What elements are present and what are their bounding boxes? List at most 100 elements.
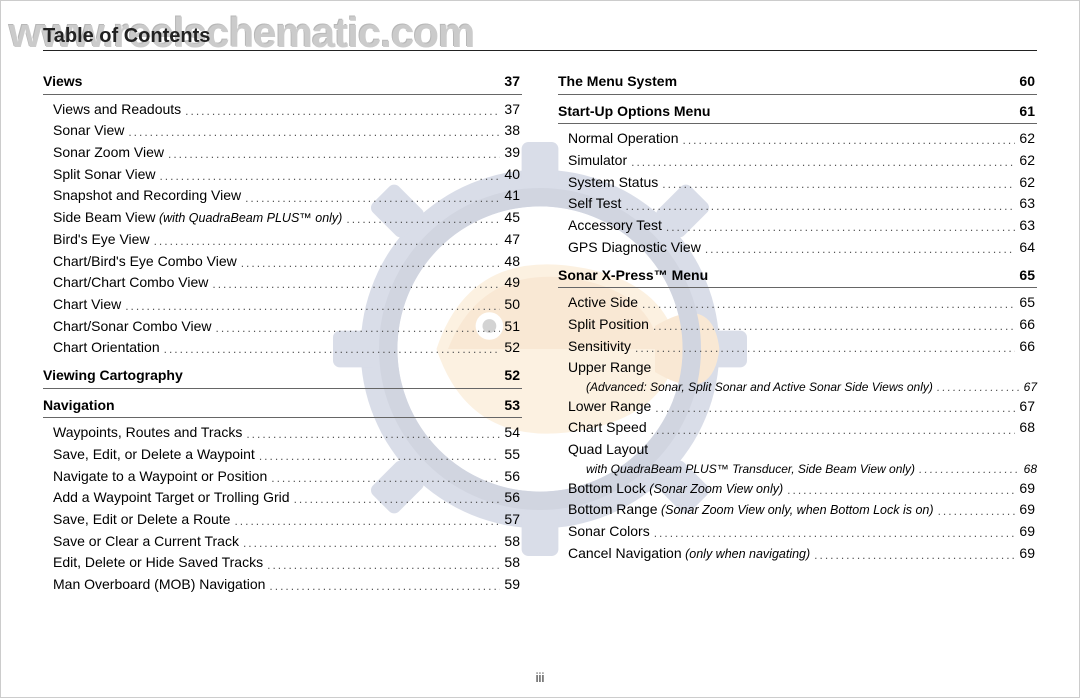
toc-entry-note: (Sonar Zoom View only, when Bottom Lock … bbox=[658, 503, 934, 517]
toc-leader bbox=[125, 302, 500, 316]
toc-entry-page: 54 bbox=[504, 422, 520, 444]
toc-leader bbox=[937, 384, 1020, 396]
toc-entry[interactable]: Snapshot and Recording View 41 bbox=[43, 185, 522, 207]
toc-section-page: 60 bbox=[1019, 71, 1035, 93]
toc-entry[interactable]: Sonar Zoom View39 bbox=[43, 142, 522, 164]
toc-leader bbox=[705, 245, 1016, 259]
toc-leader bbox=[635, 343, 1015, 357]
toc-entry[interactable]: Sonar View38 bbox=[43, 120, 522, 142]
toc-entry-label: Snapshot and Recording View bbox=[53, 185, 241, 207]
toc-entry-page: 66 bbox=[1019, 314, 1035, 336]
toc-entry[interactable]: Man Overboard (MOB) Navigation59 bbox=[43, 574, 522, 596]
toc-section-label: The Menu System bbox=[558, 71, 677, 93]
page-content: Table of Contents Views37Views and Reado… bbox=[1, 1, 1079, 596]
toc-leader bbox=[681, 79, 1015, 93]
toc-entry[interactable]: Normal Operation62 bbox=[558, 128, 1037, 150]
toc-entry-page: 69 bbox=[1019, 521, 1035, 543]
toc-entry-label: Chart Speed bbox=[568, 417, 647, 439]
toc-entry-label: Save, Edit or Delete a Route bbox=[53, 509, 230, 531]
toc-entry-label: Chart Orientation bbox=[53, 337, 160, 359]
toc-entry-subnote: with QuadraBeam PLUS™ Transducer, Side B… bbox=[558, 461, 1037, 478]
toc-entry[interactable]: Chart Orientation52 bbox=[43, 337, 522, 359]
toc-entry[interactable]: Save or Clear a Current Track58 bbox=[43, 531, 522, 553]
toc-entry-page: 62 bbox=[1019, 150, 1035, 172]
toc-section[interactable]: Sonar X-Press™ Menu65 bbox=[558, 265, 1037, 289]
toc-entry-label: Split Position bbox=[568, 314, 649, 336]
toc-entry[interactable]: Views and Readouts37 bbox=[43, 99, 522, 121]
toc-leader bbox=[215, 323, 500, 337]
toc-entry[interactable]: Waypoints, Routes and Tracks 54 bbox=[43, 422, 522, 444]
toc-section[interactable]: Views37 bbox=[43, 71, 522, 95]
toc-section-page: 61 bbox=[1019, 101, 1035, 123]
toc-entry-page: 66 bbox=[1019, 336, 1035, 358]
toc-entry-label: Chart/Bird's Eye Combo View bbox=[53, 251, 237, 273]
toc-entry-label: Save, Edit, or Delete a Waypoint bbox=[53, 444, 255, 466]
toc-leader bbox=[245, 193, 500, 207]
toc-entry-page: 41 bbox=[504, 185, 520, 207]
toc-entry-label: Accessory Test bbox=[568, 215, 662, 237]
toc-entry[interactable]: Split Position 66 bbox=[558, 314, 1037, 336]
toc-entry-page: 63 bbox=[1019, 193, 1035, 215]
toc-entry[interactable]: GPS Diagnostic View64 bbox=[558, 237, 1037, 259]
toc-entry[interactable]: Edit, Delete or Hide Saved Tracks58 bbox=[43, 552, 522, 574]
toc-entry-page: 62 bbox=[1019, 172, 1035, 194]
toc-entry-page: 63 bbox=[1019, 215, 1035, 237]
toc-entry[interactable]: System Status62 bbox=[558, 172, 1037, 194]
toc-entry-page: 55 bbox=[504, 444, 520, 466]
toc-section[interactable]: Viewing Cartography52 bbox=[43, 365, 522, 389]
toc-entry[interactable]: Save, Edit, or Delete a Waypoint 55 bbox=[43, 444, 522, 466]
toc-entry-label: Man Overboard (MOB) Navigation bbox=[53, 574, 265, 596]
toc-entry[interactable]: Lower Range67 bbox=[558, 396, 1037, 418]
toc-entry-page: 68 bbox=[1024, 461, 1037, 478]
toc-leader bbox=[241, 258, 501, 272]
toc-section[interactable]: Start-Up Options Menu61 bbox=[558, 101, 1037, 125]
toc-entry[interactable]: Bottom Range (Sonar Zoom View only, when… bbox=[558, 499, 1037, 521]
toc-entry-page: 69 bbox=[1019, 478, 1035, 500]
toc-entry-label: Side Beam View (with QuadraBeam PLUS™ on… bbox=[53, 207, 342, 229]
toc-entry[interactable]: Sensitivity66 bbox=[558, 336, 1037, 358]
toc-entry[interactable]: Simulator62 bbox=[558, 150, 1037, 172]
toc-leader bbox=[625, 201, 1015, 215]
toc-entry[interactable]: Chart/Chart Combo View49 bbox=[43, 272, 522, 294]
toc-leader bbox=[168, 150, 500, 164]
toc-entry[interactable]: Self Test63 bbox=[558, 193, 1037, 215]
toc-entry[interactable]: Chart Speed68 bbox=[558, 417, 1037, 439]
toc-entry-page: 56 bbox=[504, 466, 520, 488]
toc-entry[interactable]: Side Beam View (with QuadraBeam PLUS™ on… bbox=[43, 207, 522, 229]
toc-entry-label: Chart/Chart Combo View bbox=[53, 272, 208, 294]
toc-entry[interactable]: Quad Layout bbox=[558, 439, 1037, 461]
toc-entry[interactable]: Active Side65 bbox=[558, 292, 1037, 314]
toc-entry[interactable]: Bird's Eye View47 bbox=[43, 229, 522, 251]
toc-entry-label: Waypoints, Routes and Tracks bbox=[53, 422, 242, 444]
toc-leader bbox=[653, 322, 1015, 336]
toc-entry[interactable]: Save, Edit or Delete a Route57 bbox=[43, 509, 522, 531]
toc-leader bbox=[662, 179, 1015, 193]
toc-leader bbox=[187, 373, 501, 387]
toc-leader bbox=[938, 507, 1016, 521]
toc-leader bbox=[159, 171, 500, 185]
toc-leader bbox=[119, 402, 501, 416]
toc-entry-page: 62 bbox=[1019, 128, 1035, 150]
toc-section[interactable]: Navigation53 bbox=[43, 395, 522, 419]
toc-entry[interactable]: Chart View50 bbox=[43, 294, 522, 316]
toc-entry-label: Cancel Navigation (only when navigating) bbox=[568, 543, 810, 565]
toc-entry[interactable]: Sonar Colors69 bbox=[558, 521, 1037, 543]
toc-entry[interactable]: Accessory Test 63 bbox=[558, 215, 1037, 237]
toc-entry-label: Bird's Eye View bbox=[53, 229, 150, 251]
toc-entry[interactable]: Navigate to a Waypoint or Position56 bbox=[43, 466, 522, 488]
toc-entry[interactable]: Cancel Navigation (only when navigating)… bbox=[558, 543, 1037, 565]
toc-entry[interactable]: Split Sonar View40 bbox=[43, 164, 522, 186]
toc-entry-page: 48 bbox=[504, 251, 520, 273]
page-number: iii bbox=[536, 670, 545, 685]
toc-entry[interactable]: Bottom Lock (Sonar Zoom View only)69 bbox=[558, 478, 1037, 500]
toc-entry[interactable]: Add a Waypoint Target or Trolling Grid56 bbox=[43, 487, 522, 509]
toc-entry[interactable]: Chart/Bird's Eye Combo View 48 bbox=[43, 251, 522, 273]
toc-leader bbox=[655, 403, 1015, 417]
toc-leader bbox=[271, 473, 500, 487]
toc-entry-page: 45 bbox=[504, 207, 520, 229]
toc-entry[interactable]: Chart/Sonar Combo View51 bbox=[43, 316, 522, 338]
toc-entry-label: Quad Layout bbox=[568, 439, 648, 461]
toc-section[interactable]: The Menu System 60 bbox=[558, 71, 1037, 95]
toc-entry-page: 51 bbox=[504, 316, 520, 338]
toc-entry[interactable]: Upper Range bbox=[558, 357, 1037, 379]
